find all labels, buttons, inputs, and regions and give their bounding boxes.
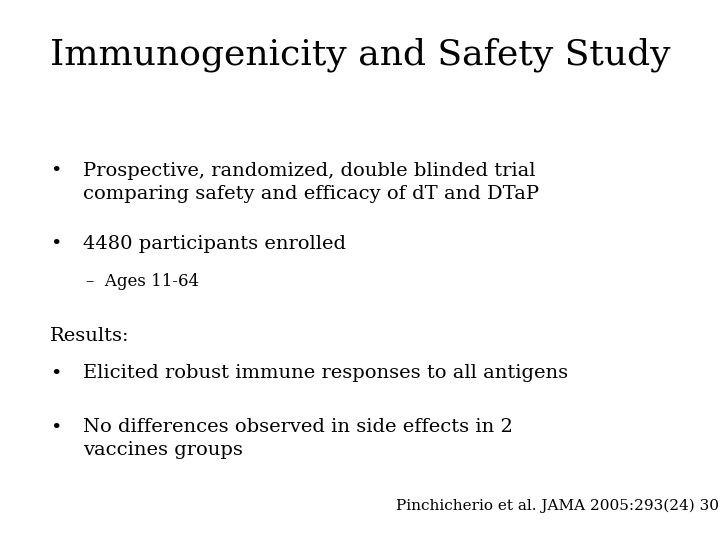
Text: Prospective, randomized, double blinded trial
comparing safety and efficacy of d: Prospective, randomized, double blinded … — [83, 162, 539, 203]
Text: •: • — [50, 418, 62, 436]
Text: •: • — [50, 364, 62, 382]
Text: •: • — [50, 235, 62, 253]
Text: 4480 participants enrolled: 4480 participants enrolled — [83, 235, 346, 253]
Text: –  Ages 11-64: – Ages 11-64 — [86, 273, 199, 289]
Text: Results:: Results: — [50, 327, 130, 345]
Text: Pinchicherio et al. JAMA 2005:293(24) 3003: Pinchicherio et al. JAMA 2005:293(24) 30… — [396, 498, 720, 513]
Text: Immunogenicity and Safety Study: Immunogenicity and Safety Study — [50, 38, 671, 72]
Text: Elicited robust immune responses to all antigens: Elicited robust immune responses to all … — [83, 364, 568, 382]
Text: •: • — [50, 162, 62, 180]
Text: No differences observed in side effects in 2
vaccines groups: No differences observed in side effects … — [83, 418, 513, 460]
